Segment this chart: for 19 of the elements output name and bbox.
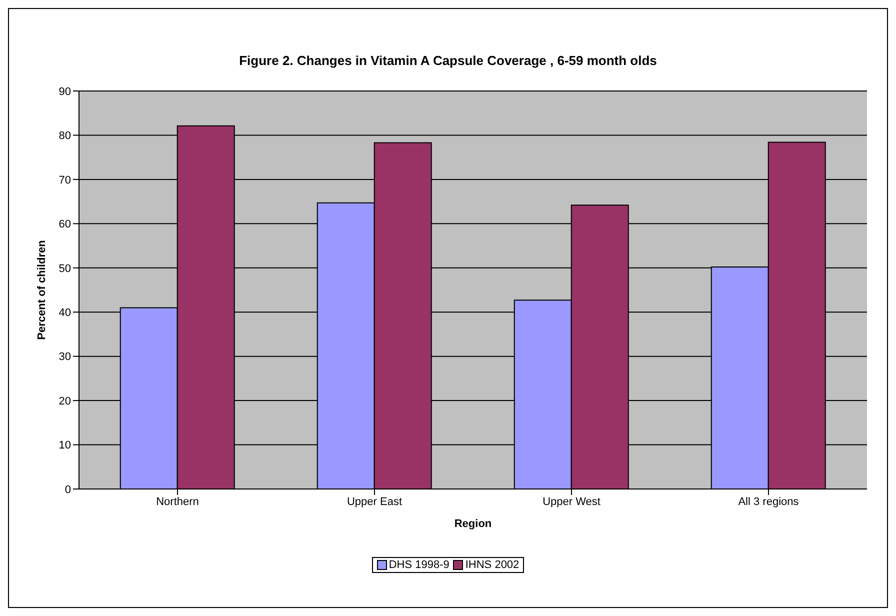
legend-label: DHS 1998-9 xyxy=(388,559,450,571)
y-tick-label: 10 xyxy=(58,440,71,452)
y-tick-label: 30 xyxy=(58,351,71,364)
chart-title: Figure 2. Changes in Vitamin A Capsule Coverage , 6-59 month olds xyxy=(238,53,658,70)
y-axis-title: Percent of children xyxy=(36,240,48,340)
y-tick-label: 40 xyxy=(58,307,71,320)
x-tick-label: Upper East xyxy=(346,496,402,508)
y-tick-label: 70 xyxy=(58,174,71,186)
y-tick-label: 50 xyxy=(58,262,71,275)
x-tick-label: All 3 regions xyxy=(738,496,800,508)
y-tick-label: 90 xyxy=(58,86,71,98)
x-tick-label: Upper West xyxy=(542,496,600,508)
x-axis-title: Region xyxy=(454,518,492,530)
y-tick-label: 0 xyxy=(64,484,71,496)
y-tick-label: 20 xyxy=(58,395,71,408)
x-tick-label: Northern xyxy=(156,496,199,508)
y-tick-label: 60 xyxy=(58,218,71,231)
y-tick-label: 80 xyxy=(58,130,71,142)
legend-label: IHNS 2002 xyxy=(464,559,520,571)
